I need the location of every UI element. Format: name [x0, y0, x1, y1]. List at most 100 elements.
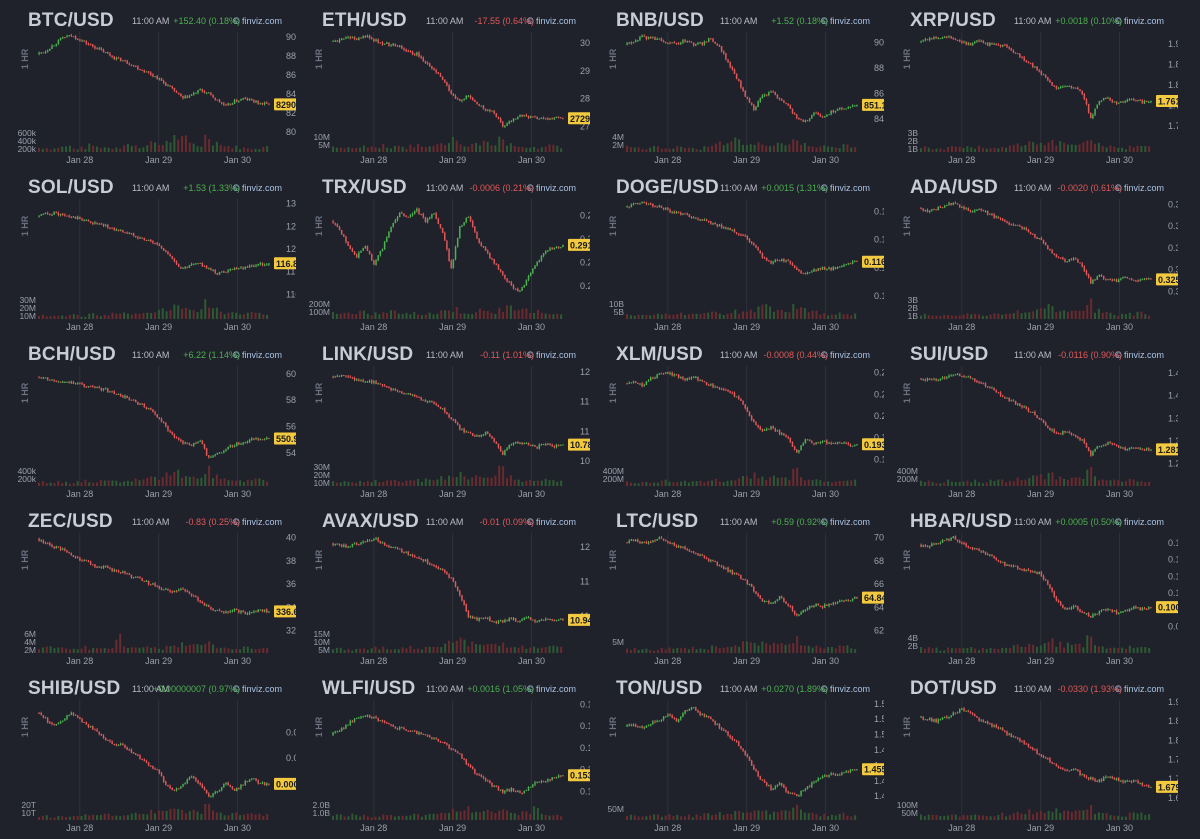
candle-body [38, 712, 40, 714]
candle-body [381, 42, 384, 45]
volume-bar [734, 137, 737, 152]
volume-bar [413, 649, 416, 653]
volume-bar [92, 647, 95, 653]
candle-body [448, 249, 450, 261]
volume-bar [920, 480, 922, 486]
candle-body [1092, 451, 1094, 456]
finviz-logo[interactable]: © finviz.com [820, 16, 870, 26]
candle-body [98, 387, 100, 389]
chart-panel[interactable]: 0.29400.29200.29000.2880200M100M0.2915Ja… [302, 173, 590, 332]
last-price-label: 64.84 [864, 593, 884, 603]
finviz-logo[interactable]: © finviz.com [526, 183, 576, 193]
finviz-logo[interactable]: © finviz.com [232, 517, 282, 527]
candle-body [132, 752, 135, 754]
chart-panel[interactable]: 12.0011.5011.0010.5030M20M10M10.78Jan 28… [302, 340, 590, 499]
candle-body [42, 377, 45, 379]
candle-body [532, 268, 534, 273]
finviz-logo[interactable]: © finviz.com [1114, 16, 1164, 26]
candle-body [1004, 396, 1006, 399]
volume-bar [1132, 647, 1135, 653]
candle-body [255, 438, 257, 440]
candle-body [684, 213, 686, 215]
volume-bar [1109, 647, 1112, 653]
volume-bar [850, 648, 853, 653]
candle-body [1042, 419, 1045, 423]
volume-bar [161, 145, 164, 152]
chart-panel[interactable]: 1.45001.40001.35001.30001.2500400M200M1.… [890, 340, 1178, 499]
candle-body [1049, 249, 1051, 251]
volume-bar [219, 647, 222, 653]
volume-bar [111, 648, 114, 653]
candle-body [334, 40, 336, 42]
candle-body [856, 260, 858, 262]
finviz-logo[interactable]: © finviz.com [526, 350, 576, 360]
finviz-logo[interactable]: © finviz.com [820, 517, 870, 527]
candle-body [162, 248, 165, 251]
candle-body [714, 222, 716, 225]
volume-bar [714, 311, 717, 319]
volume-bar [463, 639, 466, 653]
candle-body [349, 37, 352, 39]
candle-body [439, 73, 442, 77]
candle-body [1083, 94, 1086, 100]
candle-body [212, 270, 214, 272]
candle-body [150, 765, 152, 767]
chart-panel[interactable]: 1.90001.85001.80001.75001.70003B2B1B1.76… [890, 6, 1178, 165]
candle-body [523, 443, 526, 445]
volume-bar [803, 645, 806, 653]
finviz-logo[interactable]: © finviz.com [820, 350, 870, 360]
candle-body [403, 392, 405, 394]
chart-panel[interactable]: 900008800086000840008200080000600k400k20… [8, 6, 296, 165]
volume-tick-label: 10M [313, 478, 330, 488]
volume-bar [1117, 480, 1120, 486]
candle-body [806, 439, 809, 441]
finviz-logo[interactable]: © finviz.com [232, 350, 282, 360]
candle-body [519, 443, 521, 445]
finviz-logo[interactable]: © finviz.com [526, 517, 576, 527]
volume-bar [76, 314, 79, 319]
candle-body [740, 81, 742, 88]
candle-body [854, 596, 856, 599]
candle-body [122, 395, 124, 398]
volume-bar [41, 314, 44, 319]
finviz-logo[interactable]: © finviz.com [232, 16, 282, 26]
candle-body [152, 409, 154, 413]
volume-bar [1121, 313, 1124, 319]
candle-body [448, 414, 450, 418]
candle-body [1085, 99, 1088, 105]
volume-bar [467, 479, 470, 486]
candle-body [974, 210, 976, 212]
candle-body [74, 216, 77, 219]
candle-body [1150, 607, 1152, 609]
timeframe-label: 1 HR [608, 382, 618, 404]
chart-panel[interactable]: 0.10800.10600.10400.10200.10000.09804B2B… [890, 507, 1178, 666]
chart-panel[interactable]: 0.36000.35000.34000.33000.32003B2B1B0.32… [890, 173, 1178, 332]
finviz-logo[interactable]: © finviz.com [232, 183, 282, 193]
chart-panel[interactable]: 0.000000.000000.0000020T10T0.00000Jan 28… [8, 674, 296, 833]
finviz-logo[interactable]: © finviz.com [526, 16, 576, 26]
finviz-logo[interactable]: © finviz.com [1114, 183, 1164, 193]
candle-body [107, 52, 109, 54]
finviz-logo[interactable]: © finviz.com [820, 183, 870, 193]
chart-panel[interactable]: 70.0068.0066.0064.0062.005M64.84Jan 28Ja… [596, 507, 884, 666]
candle-body [478, 435, 480, 437]
finviz-logo[interactable]: © finviz.com [1114, 517, 1164, 527]
finviz-logo[interactable]: © finviz.com [1114, 350, 1164, 360]
volume-bar [1055, 479, 1058, 486]
candle-body [79, 717, 81, 720]
candle-body [263, 609, 266, 612]
chart-panel[interactable]: 0.12500.12000.11500.110010B5B0.1161Jan 2… [596, 173, 884, 332]
volume-bar [1012, 481, 1015, 486]
x-tick-label: Jan 30 [812, 155, 839, 165]
chart-panel[interactable]: 0.21000.20500.20000.19500.1900400M200M0.… [596, 340, 884, 499]
candle-body [770, 602, 772, 604]
candle-body [235, 267, 238, 270]
volume-bar [49, 316, 52, 319]
candle-body [924, 379, 927, 381]
chart-panel[interactable]: 130.00125.00120.00115.00110.0030M20M10M1… [8, 173, 296, 332]
